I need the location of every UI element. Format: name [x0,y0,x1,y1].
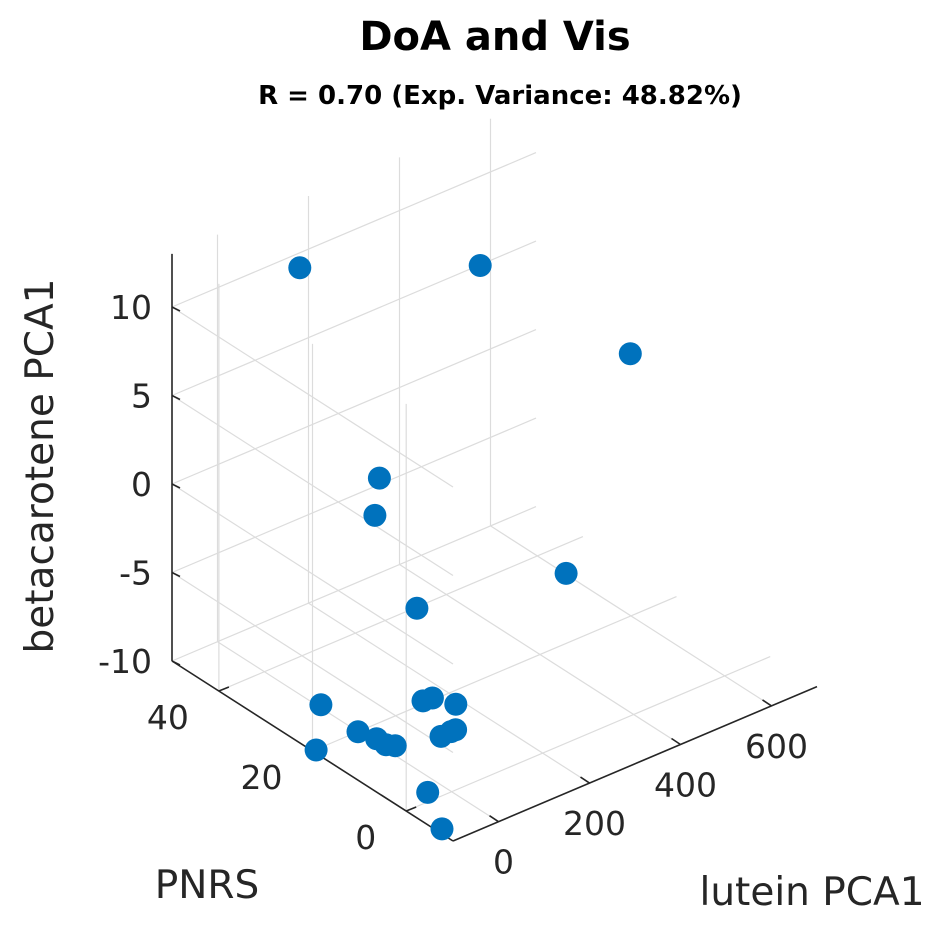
grid-line [171,394,454,577]
grid-line [171,506,537,662]
z-tick-mark [171,306,181,312]
y-tick-mark [218,686,230,692]
x-tick-label: 0 [493,843,514,882]
z-tick-label: -10 [98,642,152,681]
data-point [367,466,391,490]
data-point [309,693,333,717]
y-tick-label: 20 [241,758,283,797]
data-point [416,780,440,804]
y-tick-label: 40 [147,698,189,737]
z-tick-label: 10 [110,288,152,327]
chart-subtitle: R = 0.70 (Exp. Variance: 48.82%) [258,81,742,111]
x-tick-label: 200 [563,804,626,843]
data-point [444,692,468,716]
x-axis-line [452,685,818,842]
grid-line [218,536,584,692]
data-point [405,596,429,620]
x-axis-label: lutein PCA1 [699,870,924,915]
grid-line [405,656,771,812]
data-point [430,817,454,841]
y-tick-mark [405,806,417,812]
z-tick-label: 0 [131,465,152,504]
grid-line [171,571,454,754]
z-tick-label: 5 [131,377,152,416]
data-point [618,342,642,366]
data-point [304,738,328,762]
data-point [365,727,389,751]
z-tick-mark [171,483,181,489]
data-point [288,256,312,280]
x-tick-mark [489,815,499,823]
x-tick-label: 400 [654,766,717,805]
data-point [554,561,578,585]
chart-title: DoA and Vis [359,14,630,60]
tick-labels: 0 200 400 600 0 20 40 10 5 0 -5 -10 [98,288,808,882]
data-point [468,254,492,277]
x-tick-mark [580,776,590,784]
x-tick-mark [671,737,681,746]
y-axis-label: PNRS [155,863,260,908]
data-point [363,503,387,527]
x-tick-label: 600 [745,727,808,766]
grid [171,118,772,842]
x-tick-mark [762,699,772,707]
grid-line [312,596,677,752]
data-point [346,720,370,744]
grid-line [171,306,454,488]
z-tick-mark [171,571,181,578]
z-tick-mark [171,394,181,401]
z-axis-label: betacarotene PCA1 [18,279,63,654]
z-tick-label: -5 [119,554,152,593]
data-points [288,254,642,841]
data-point [383,734,407,758]
grid-line [171,152,537,308]
data-point [411,689,435,713]
grid-line [171,483,454,665]
y-tick-label: 0 [355,818,376,857]
data-point [429,724,453,748]
grid-line [171,417,537,574]
z-tick-mark [171,660,181,666]
grid-line [171,329,537,485]
axes [171,253,818,842]
